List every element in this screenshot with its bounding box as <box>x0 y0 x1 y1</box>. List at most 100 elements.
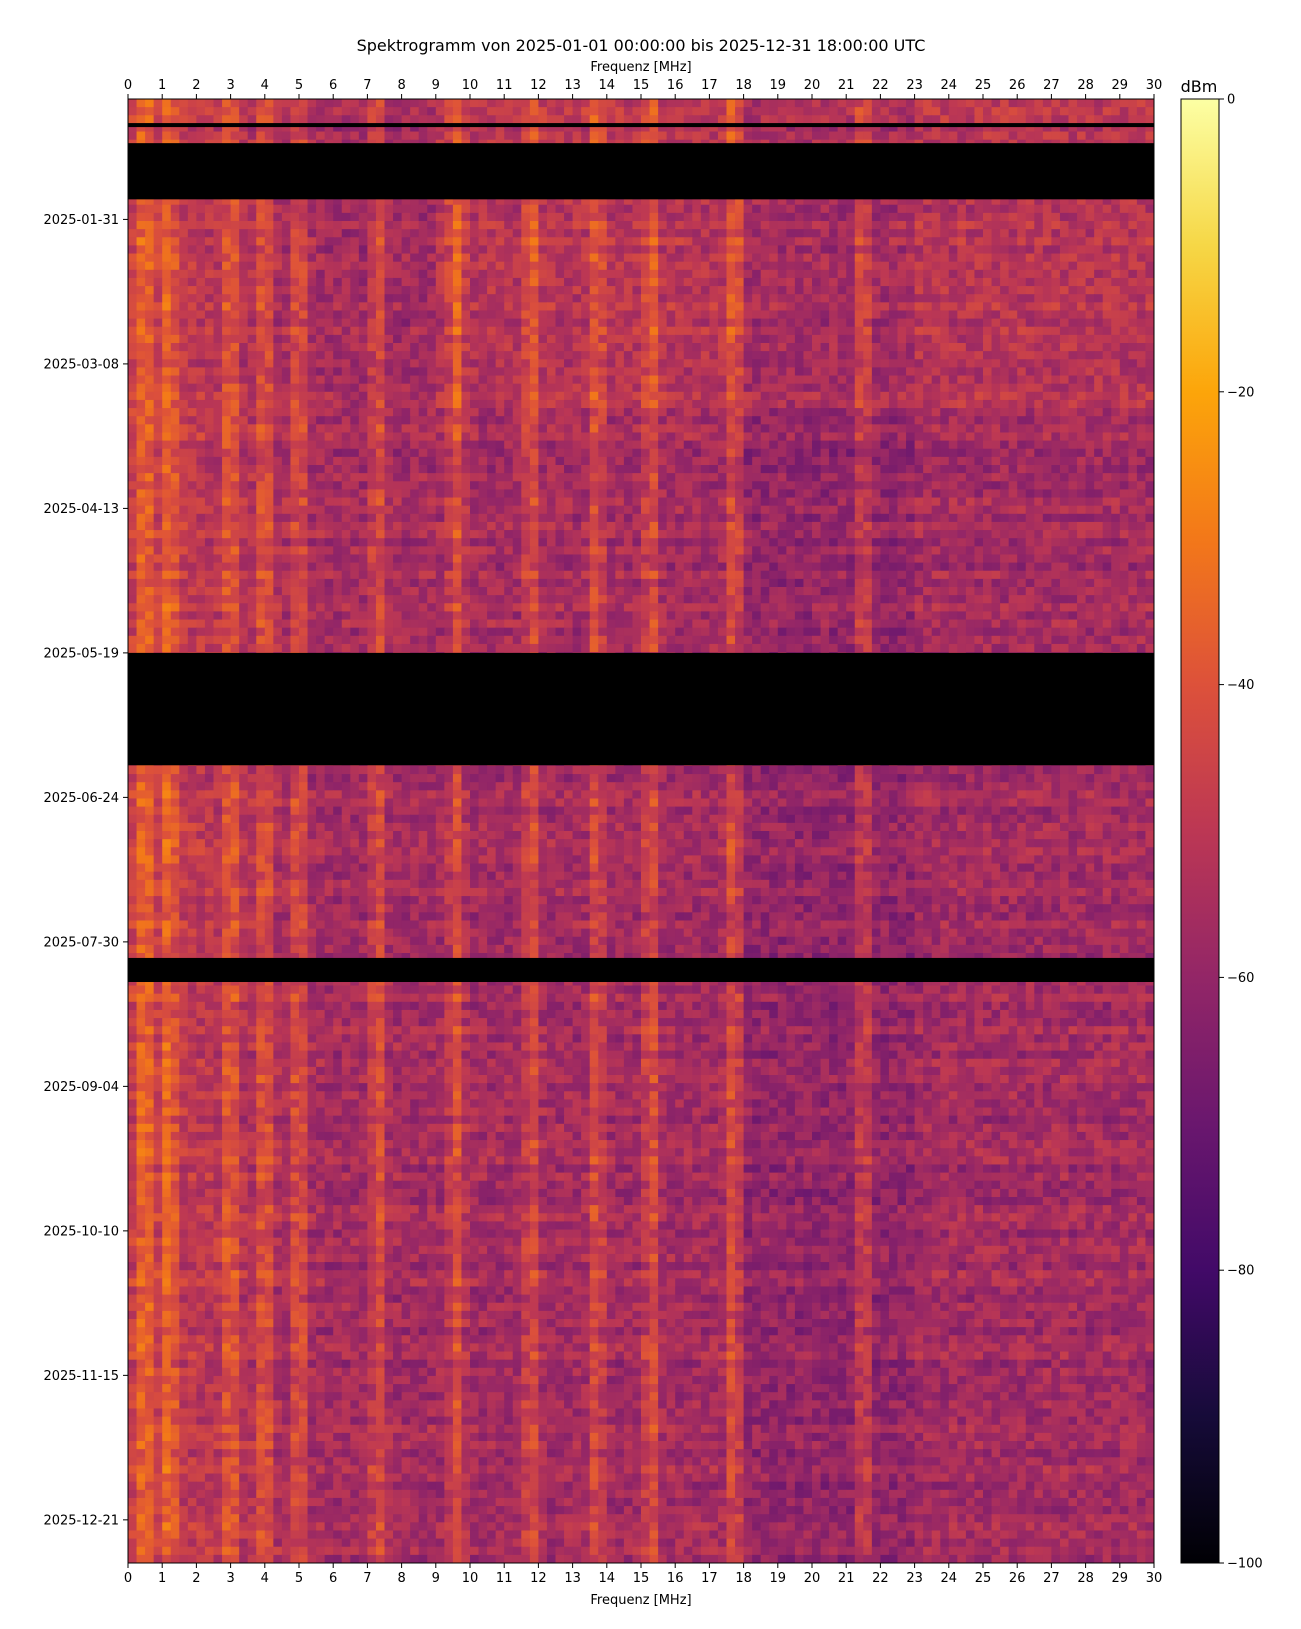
heatmap-cell <box>273 277 283 287</box>
heatmap-cell <box>153 261 163 271</box>
heatmap-cell <box>145 391 155 401</box>
heatmap-cell <box>290 115 300 124</box>
heatmap-cell <box>760 399 770 409</box>
heatmap-cell <box>1059 408 1070 417</box>
heatmap-cell <box>709 367 719 377</box>
heatmap-cell <box>709 261 719 271</box>
heatmap-cell <box>794 229 805 238</box>
heatmap-cell <box>128 302 138 312</box>
heatmap-cell <box>179 318 189 328</box>
heatmap-cell <box>546 294 557 303</box>
heatmap-cell <box>1145 261 1154 271</box>
heatmap-cell <box>170 196 180 206</box>
heatmap-cell <box>273 269 283 279</box>
heatmap-cell <box>1051 383 1061 393</box>
heatmap-cell <box>145 408 155 417</box>
heatmap-cell <box>418 334 428 344</box>
heatmap-cell <box>213 123 223 133</box>
heatmap-cell <box>777 131 787 141</box>
heatmap-cell <box>239 326 249 336</box>
heatmap-cell <box>367 416 377 425</box>
heatmap-cell <box>777 383 787 393</box>
heatmap-cell <box>854 318 864 328</box>
heatmap-cell <box>940 269 950 279</box>
heatmap-cell <box>153 318 163 328</box>
heatmap-row <box>128 302 1154 312</box>
heatmap-cell <box>863 408 873 417</box>
heatmap-cell <box>777 269 787 279</box>
heatmap-cell <box>350 212 360 222</box>
heatmap-cell <box>230 408 240 417</box>
heatmap-cell <box>940 326 950 336</box>
heatmap-cell <box>341 99 351 108</box>
heatmap-cell <box>435 277 445 287</box>
heatmap-cell <box>504 245 514 255</box>
heatmap-cell <box>709 359 719 368</box>
heatmap-cell <box>1068 204 1078 214</box>
heatmap-cell <box>683 294 693 303</box>
heatmap-cell <box>623 204 634 214</box>
heatmap-cell <box>1008 123 1018 133</box>
heatmap-cell <box>290 221 300 230</box>
heatmap-cell <box>649 351 659 360</box>
heatmap-cell <box>529 99 539 108</box>
heatmap-cell <box>803 196 813 206</box>
heatmap-cell <box>649 391 659 401</box>
heatmap-cell <box>598 212 608 222</box>
heatmap-cell <box>743 334 753 344</box>
heatmap-cell <box>504 318 514 328</box>
heatmap-cell <box>487 123 497 133</box>
heatmap-cell <box>615 416 625 425</box>
heatmap-cell <box>931 99 941 108</box>
heatmap-cell <box>1085 115 1095 124</box>
heatmap-cell <box>1119 302 1129 312</box>
heatmap-cell <box>675 286 685 295</box>
heatmap-cell <box>632 343 642 352</box>
heatmap-cell <box>341 359 351 368</box>
heatmap-cell <box>803 294 813 303</box>
heatmap-cell <box>281 261 292 271</box>
heatmap-cell <box>1111 212 1121 222</box>
heatmap-cell <box>136 359 146 368</box>
heatmap-cell <box>247 416 257 425</box>
heatmap-cell <box>401 318 411 328</box>
heatmap-cell <box>145 204 155 214</box>
heatmap-cell <box>820 343 830 352</box>
heatmap-cell <box>1017 416 1027 425</box>
heatmap-cell <box>615 359 625 368</box>
heatmap-cell <box>983 383 993 393</box>
heatmap-cell <box>1017 318 1027 328</box>
heatmap-cell <box>538 359 548 368</box>
heatmap-cell <box>1051 212 1061 222</box>
heatmap-cell <box>341 245 351 255</box>
heatmap-cell <box>923 261 933 271</box>
heatmap-cell <box>991 204 1001 214</box>
heatmap-cell <box>375 334 386 344</box>
heatmap-cell <box>1008 399 1018 409</box>
heatmap-cell <box>717 123 728 133</box>
heatmap-cell <box>418 383 428 393</box>
heatmap-cell <box>512 286 522 295</box>
heatmap-cell <box>393 131 403 141</box>
heatmap-cell <box>333 367 343 377</box>
heatmap-cell <box>777 294 787 303</box>
heatmap-cell <box>931 221 941 230</box>
heatmap-cell <box>812 204 822 214</box>
heatmap-cell <box>837 302 847 312</box>
heatmap-cell <box>888 359 899 368</box>
heatmap-cell <box>1000 326 1010 336</box>
heatmap-cell <box>461 399 471 409</box>
heatmap-cell <box>316 123 326 133</box>
heatmap-cell <box>230 367 240 377</box>
heatmap-cell <box>829 107 839 116</box>
heatmap-cell <box>589 367 599 377</box>
heatmap-cell <box>931 326 941 336</box>
heatmap-cell <box>546 310 557 320</box>
heatmap-cell <box>461 326 471 336</box>
heatmap-cell <box>965 115 976 124</box>
heatmap-cell <box>128 131 138 141</box>
heatmap-cell <box>196 131 206 141</box>
heatmap-cell <box>581 310 591 320</box>
heatmap-cell <box>384 383 394 393</box>
heatmap-cell <box>222 399 232 409</box>
